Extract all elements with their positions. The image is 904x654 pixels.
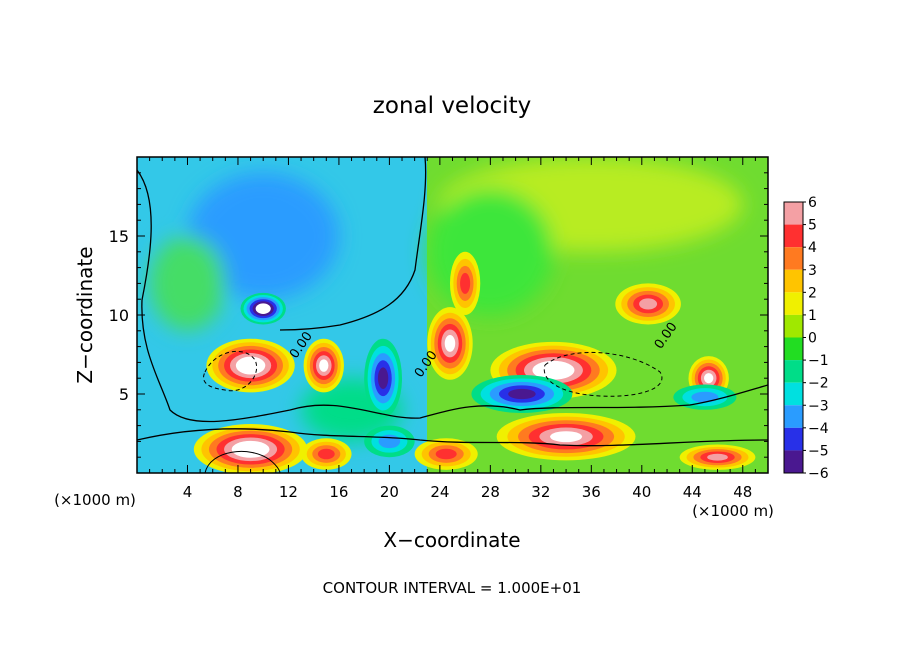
core-ring — [540, 364, 567, 376]
velocity-core — [471, 375, 573, 413]
y-tick-label: 15 — [109, 227, 129, 246]
core-ring — [317, 448, 335, 460]
core-ring — [435, 448, 457, 460]
colorbar-swatch — [784, 314, 803, 338]
colorbar-swatch — [784, 337, 803, 361]
colorbar-swatch — [784, 292, 803, 315]
x-tick-label: 48 — [733, 483, 752, 501]
colorbar-label: −4 — [808, 421, 829, 437]
colorbar-swatch — [784, 269, 803, 293]
colorbar-label: −6 — [808, 466, 829, 482]
core-ring — [508, 388, 536, 400]
velocity-core — [414, 438, 478, 470]
x-axis: 4 8 12 16 20 24 28 32 36 40 44 48 — [149, 157, 756, 501]
x-tick-label: 12 — [279, 483, 298, 501]
velocity-core — [615, 283, 681, 325]
velocity-core — [364, 425, 415, 458]
colorbar-swatch — [784, 202, 803, 225]
core-ring — [707, 453, 728, 461]
y-tick-label: 10 — [109, 306, 129, 325]
colorbar-swatch — [784, 247, 803, 270]
x-tick-label: 20 — [380, 483, 399, 501]
colorbar-label: 1 — [808, 308, 817, 324]
x-tick-label: 44 — [683, 483, 702, 501]
x-axis-label: X−coordinate — [383, 528, 520, 552]
contour-line — [543, 351, 663, 397]
colorbar-label: 4 — [808, 240, 817, 256]
y-tick-label: 5 — [119, 385, 129, 404]
velocity-core — [303, 338, 344, 393]
core-ring — [377, 367, 389, 389]
core-ring — [239, 444, 262, 455]
colorbar-label: 3 — [808, 263, 817, 279]
velocity-core — [364, 338, 403, 418]
core-ring — [704, 373, 714, 384]
field-blob — [149, 236, 226, 331]
colorbar-swatch — [784, 382, 803, 406]
colorbar-label: −3 — [808, 398, 829, 414]
contour-line — [279, 157, 427, 331]
core-ring — [691, 391, 719, 403]
core-ring — [444, 335, 456, 352]
field-blob — [427, 188, 554, 315]
contour-interval-footer: CONTOUR INTERVAL = 1.000E+01 — [323, 579, 582, 597]
colorbar-swatch — [784, 450, 803, 473]
x-tick-label: 28 — [481, 483, 500, 501]
colorbar: 6 5 4 3 2 1 0 −1 −2 −3 −4 −5 −6 — [783, 195, 829, 482]
velocity-core — [449, 251, 481, 315]
chart-title: zonal velocity — [373, 93, 531, 119]
velocity-core — [193, 424, 308, 473]
contour-line — [137, 428, 768, 447]
y-axis: 5 10 15 — [109, 172, 768, 458]
zero-contours — [137, 157, 768, 473]
core-ring — [460, 272, 471, 294]
x-tick-label: 24 — [430, 483, 449, 501]
y-axis-label: Z−coordinate — [73, 246, 97, 383]
colorbar-swatch — [784, 360, 803, 383]
colorbar-label: 2 — [808, 285, 817, 301]
field-blob — [187, 172, 339, 300]
x-tick-label: 4 — [183, 483, 193, 501]
velocity-core — [301, 438, 352, 470]
x-tick-label: 40 — [632, 483, 651, 501]
colorbar-label: 0 — [808, 331, 817, 347]
core-ring — [258, 305, 268, 312]
contour-line — [203, 351, 258, 392]
colorbar-label: −2 — [808, 376, 829, 392]
contour-line — [204, 450, 281, 473]
x-tick-label: 16 — [329, 483, 348, 501]
velocity-cores — [193, 251, 756, 473]
colorbar-label: −5 — [808, 443, 829, 459]
core-ring — [241, 360, 260, 371]
velocity-core — [240, 292, 286, 325]
velocity-core — [206, 338, 295, 393]
colorbar-label: −1 — [808, 353, 829, 369]
velocity-core — [496, 412, 636, 461]
colorbar-swatch — [784, 427, 803, 451]
velocity-core — [679, 444, 756, 470]
colorbar-swatch — [784, 405, 803, 428]
contour-line — [137, 169, 768, 423]
x-tick-label: 32 — [531, 483, 550, 501]
plot-area: 0.000.000.00 — [137, 157, 768, 473]
core-ring — [550, 431, 583, 443]
colorbar-label: 5 — [808, 218, 817, 234]
colorbar-swatch — [784, 224, 803, 248]
x-unit-right: (×1000 m) — [692, 502, 774, 520]
x-tick-label: 36 — [582, 483, 601, 501]
x-tick-label: 8 — [233, 483, 243, 501]
core-ring — [319, 359, 329, 372]
x-unit-left: (×1000 m) — [54, 491, 136, 509]
core-ring — [639, 298, 658, 310]
colorbar-label: 6 — [808, 195, 817, 211]
velocity-core — [427, 307, 473, 380]
